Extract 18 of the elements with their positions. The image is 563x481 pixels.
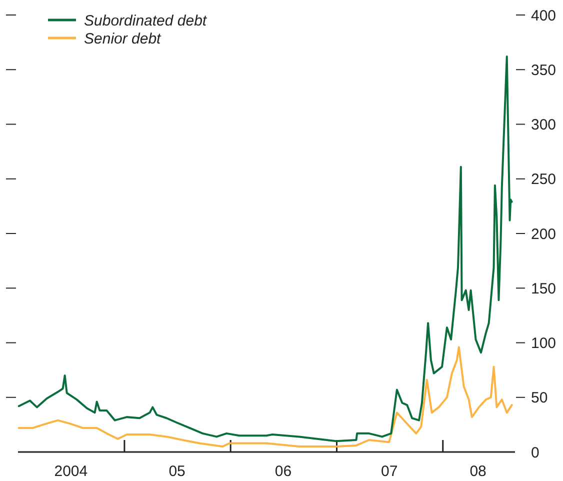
x-tick-label: 2004 bbox=[54, 463, 88, 480]
y-tick-label: 350 bbox=[531, 62, 556, 79]
y-tick-label: 200 bbox=[531, 226, 556, 243]
x-tick-label: 08 bbox=[470, 463, 486, 480]
y-tick-label: 150 bbox=[531, 280, 556, 298]
y-tick-label: 250 bbox=[531, 171, 556, 188]
line-series bbox=[18, 56, 513, 442]
line-series bbox=[18, 346, 513, 448]
legend-label: Subordinated debt bbox=[84, 12, 208, 30]
y-tick-label: 50 bbox=[531, 390, 548, 407]
y-tick-label: 300 bbox=[531, 116, 556, 134]
y-tick-label: 100 bbox=[531, 335, 556, 352]
x-tick-label: 05 bbox=[168, 463, 186, 480]
x-tick-label: 06 bbox=[274, 463, 292, 480]
x-tick-label: 07 bbox=[381, 463, 398, 480]
y-tick-label: 0 bbox=[531, 444, 540, 462]
legend-label: Senior debt bbox=[84, 30, 162, 48]
y-tick-label: 400 bbox=[531, 7, 556, 24]
